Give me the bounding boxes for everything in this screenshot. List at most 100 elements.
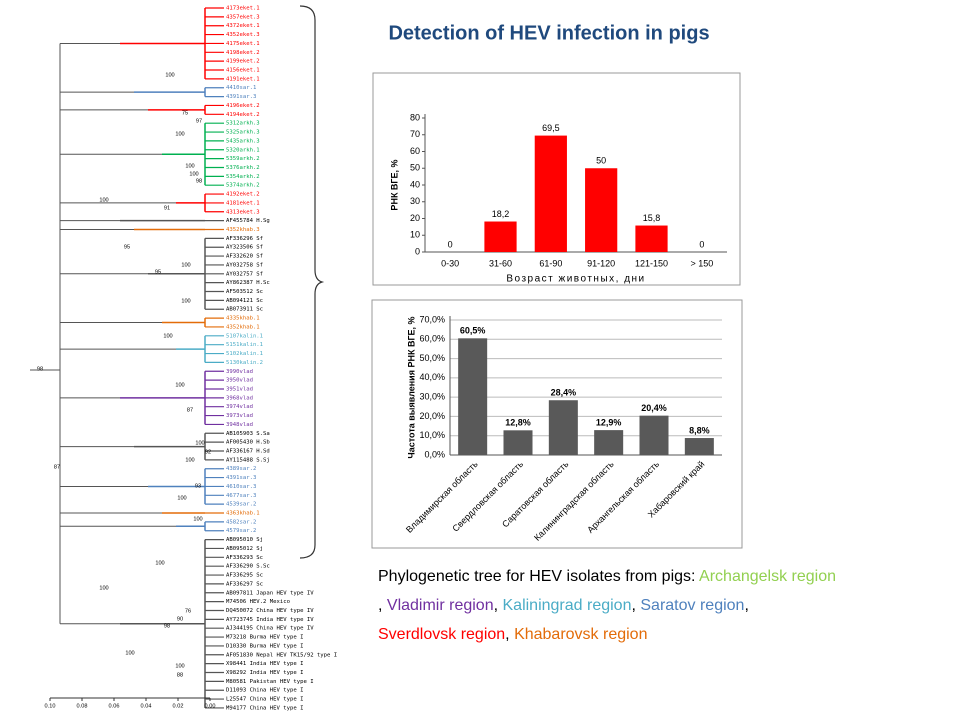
y-tick-label: 60 (410, 146, 420, 156)
leaf-label: 4579sar.2 (226, 528, 256, 534)
leaf-label: M94177 China HEV type I (226, 705, 303, 711)
bootstrap: 92 (205, 449, 211, 455)
data-label: 20,4% (641, 403, 667, 413)
leaf-label: X98292 India HEV type I (226, 670, 303, 676)
scale-label: 0.00 (205, 703, 216, 709)
leaf-label: D11093 China HEV type I (226, 688, 303, 694)
bootstrap: 98 (37, 366, 43, 372)
leaf-label: AB095010 Sj (226, 537, 263, 543)
leaf-label: 3990vlad (226, 369, 253, 375)
leaf-label: 5374arkh.2 (226, 183, 260, 189)
y-axis-label: РНК ВГЕ, % (389, 159, 399, 210)
bootstrap: 100 (165, 72, 174, 78)
bootstrap: 91 (164, 205, 170, 211)
bootstrap: 95 (124, 244, 130, 250)
leaf-label: 4410sar.1 (226, 85, 256, 91)
y-tick-label: 40 (410, 179, 420, 189)
leaf-label: AF332620 Sf (226, 254, 263, 260)
leaf-label: AF336290 S.Sc (226, 564, 270, 570)
data-label: 8,8% (689, 425, 710, 435)
bootstrap: 93 (195, 483, 201, 489)
leaf-label: 4391sar.3 (226, 475, 256, 481)
leaf-label: AF336167 H.Sd (226, 449, 270, 455)
leaf-label: AF051830 Nepal HEV TK15/92 type I (226, 652, 337, 658)
y-tick-label: 0 (415, 246, 420, 256)
data-label: 28,4% (551, 388, 577, 398)
leaf-label: 4352eket.3 (226, 32, 260, 38)
leaf-label: 4363khab.1 (226, 511, 260, 517)
leaf-label: 3968vlad (226, 395, 253, 401)
bootstrap: 100 (155, 560, 164, 566)
leaf-label: 4196eket.2 (226, 103, 260, 109)
caption-part: , (631, 597, 640, 614)
caption-part: Vladimir region (387, 597, 494, 614)
data-label: 60,5% (460, 326, 486, 336)
leaf-label: 4191eket.1 (226, 76, 260, 82)
caption: , Vladimir region, Kaliningrad region, S… (378, 597, 749, 614)
y-tick-label: 80 (410, 112, 420, 122)
leaf-label: M73218 Burma HEV type I (226, 635, 303, 641)
caption: Phylogenetic tree for HEV isolates from … (378, 568, 836, 585)
bootstrap: 97 (196, 118, 202, 124)
leaf-label: DQ450072 China HEV type IV (226, 608, 314, 614)
y-tick-label: 70 (410, 129, 420, 139)
leaf-label: 4582sar.2 (226, 519, 256, 525)
leaf-label: L25547 China HEV type I (226, 697, 303, 703)
bootstrap: 87 (54, 464, 60, 470)
leaf-label: AF336295 Sc (226, 573, 263, 579)
data-label: 0 (699, 239, 704, 249)
x-tick-label: 31-60 (489, 258, 512, 268)
bootstrap: 100 (185, 163, 194, 169)
slide-title: Detection of HEV infection in pigs (388, 22, 709, 44)
leaf-label: M80581 Pakistan HEV type I (226, 679, 314, 685)
data-label: 15,8 (643, 213, 661, 223)
bootstrap: 100 (99, 197, 108, 203)
data-label: 12,9% (596, 417, 622, 427)
bar (594, 430, 624, 455)
leaf-label: 4352khab.1 (226, 324, 260, 330)
bootstrap: 100 (175, 131, 184, 137)
leaf-label: 4175eket.1 (226, 41, 260, 47)
leaf-label: 4199eket.2 (226, 59, 260, 65)
leaf-label: 5102kalin.1 (226, 351, 263, 357)
bracket (299, 5, 325, 559)
leaf-label: 3951vlad (226, 386, 253, 392)
caption-part: , (505, 626, 514, 643)
y-tick-label: 60,0% (419, 334, 445, 344)
leaf-label: 4173eket.1 (226, 6, 260, 12)
caption-part: Khabarovsk region (514, 626, 647, 643)
caption-part: Kaliningrad region (503, 597, 632, 614)
leaf-label: AY862387 H.Sc (226, 280, 270, 286)
caption-part: Sverdlovsk region (378, 626, 505, 643)
bootstrap: 100 (195, 440, 204, 446)
leaf-label: D10330 Burma HEV type I (226, 643, 303, 649)
leaf-label: 4677sar.3 (226, 493, 256, 499)
data-label: 50 (596, 156, 606, 166)
leaf-label: 4352khab.3 (226, 227, 260, 233)
bar (639, 415, 669, 455)
leaf-label: 4181eket.1 (226, 200, 260, 206)
leaf-label: 4194eket.2 (226, 112, 260, 118)
bootstrap: 87 (187, 407, 193, 413)
leaf-label: 3974vlad (226, 404, 253, 410)
leaf-label: AB073911 Sc (226, 307, 263, 313)
bootstrap: 75 (182, 110, 188, 116)
data-label: 18,2 (492, 209, 510, 219)
leaf-label: AB094121 Sc (226, 298, 263, 304)
caption-part: , (744, 597, 748, 614)
leaf-label: AF455784 H.Sg (226, 218, 270, 224)
caption-part: Saratov region (640, 597, 744, 614)
y-tick-label: 0,0% (424, 449, 445, 459)
y-tick-label: 50 (410, 163, 420, 173)
bootstrap: 100 (125, 650, 134, 656)
caption-part: Archangelsk region (699, 568, 836, 585)
leaf-label: AB105903 S.Sa (226, 431, 270, 437)
leaf-label: 4198eket.2 (226, 50, 260, 56)
data-label: 0 (448, 239, 453, 249)
x-tick-label: 61-90 (539, 258, 562, 268)
leaf-label: AB097811 Japan HEV type IV (226, 590, 314, 596)
y-tick-label: 10 (410, 230, 420, 240)
leaf-label: 4156eket.1 (226, 68, 260, 74)
leaf-label: AF336293 Sc (226, 555, 263, 561)
leaf-label: 5376arkh.2 (226, 165, 260, 171)
